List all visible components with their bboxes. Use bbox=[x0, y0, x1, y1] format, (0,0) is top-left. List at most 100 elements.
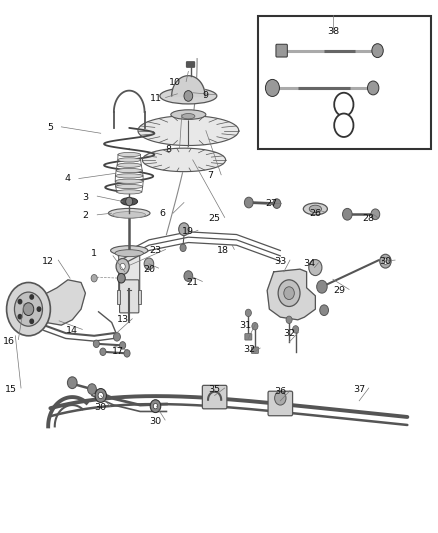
Circle shape bbox=[286, 316, 292, 324]
Circle shape bbox=[334, 93, 353, 116]
Circle shape bbox=[284, 287, 294, 300]
Ellipse shape bbox=[118, 158, 141, 162]
Text: 30: 30 bbox=[149, 417, 162, 425]
Circle shape bbox=[309, 260, 322, 276]
FancyBboxPatch shape bbox=[202, 385, 227, 409]
Text: 28: 28 bbox=[362, 214, 374, 223]
Polygon shape bbox=[267, 269, 315, 320]
Circle shape bbox=[126, 197, 133, 206]
Circle shape bbox=[179, 223, 189, 236]
Ellipse shape bbox=[303, 203, 328, 215]
Circle shape bbox=[252, 322, 258, 330]
Bar bbox=[117, 290, 120, 304]
Text: 9: 9 bbox=[203, 92, 209, 100]
Circle shape bbox=[343, 208, 352, 220]
Text: 32: 32 bbox=[283, 329, 295, 337]
Ellipse shape bbox=[160, 88, 217, 104]
Circle shape bbox=[273, 199, 281, 208]
Circle shape bbox=[317, 280, 327, 293]
Text: 16: 16 bbox=[3, 337, 15, 345]
Text: 35: 35 bbox=[208, 385, 221, 393]
Ellipse shape bbox=[113, 212, 145, 218]
Text: 37: 37 bbox=[353, 385, 365, 393]
Text: 1: 1 bbox=[91, 249, 97, 257]
Text: 3: 3 bbox=[82, 193, 88, 201]
Ellipse shape bbox=[116, 168, 142, 173]
Circle shape bbox=[153, 403, 158, 409]
FancyBboxPatch shape bbox=[187, 62, 194, 67]
Circle shape bbox=[120, 263, 125, 270]
Text: 19: 19 bbox=[182, 228, 194, 236]
Circle shape bbox=[334, 114, 353, 137]
Text: 38: 38 bbox=[327, 28, 339, 36]
Bar bbox=[258, 16, 431, 149]
Text: 32: 32 bbox=[244, 345, 256, 353]
Text: 26: 26 bbox=[309, 209, 321, 217]
Ellipse shape bbox=[171, 110, 206, 119]
Polygon shape bbox=[142, 148, 226, 172]
Text: 27: 27 bbox=[265, 199, 278, 208]
Circle shape bbox=[23, 303, 34, 316]
Circle shape bbox=[184, 91, 193, 101]
Circle shape bbox=[275, 391, 286, 405]
Circle shape bbox=[244, 197, 253, 208]
FancyBboxPatch shape bbox=[245, 334, 252, 340]
Circle shape bbox=[93, 340, 99, 348]
Ellipse shape bbox=[108, 208, 150, 218]
FancyBboxPatch shape bbox=[268, 391, 293, 416]
Circle shape bbox=[113, 333, 120, 341]
Circle shape bbox=[14, 292, 42, 326]
Circle shape bbox=[91, 274, 97, 282]
Text: 13: 13 bbox=[117, 316, 129, 324]
Text: 23: 23 bbox=[149, 246, 162, 255]
Ellipse shape bbox=[116, 184, 143, 189]
Circle shape bbox=[245, 309, 251, 317]
Ellipse shape bbox=[121, 198, 138, 205]
Ellipse shape bbox=[110, 246, 148, 255]
FancyBboxPatch shape bbox=[119, 249, 140, 292]
Circle shape bbox=[367, 81, 379, 95]
FancyBboxPatch shape bbox=[251, 347, 258, 353]
Circle shape bbox=[67, 377, 77, 389]
Polygon shape bbox=[33, 280, 85, 325]
Circle shape bbox=[265, 79, 279, 96]
Circle shape bbox=[117, 273, 125, 283]
Text: 2: 2 bbox=[82, 212, 88, 220]
Text: 8: 8 bbox=[166, 145, 172, 154]
Circle shape bbox=[184, 271, 193, 281]
Polygon shape bbox=[138, 116, 239, 146]
Circle shape bbox=[144, 258, 154, 270]
Text: 21: 21 bbox=[187, 278, 199, 287]
Ellipse shape bbox=[117, 163, 141, 167]
Text: 10: 10 bbox=[169, 78, 181, 87]
Text: 33: 33 bbox=[274, 257, 286, 265]
Ellipse shape bbox=[115, 249, 143, 257]
Circle shape bbox=[30, 295, 33, 299]
Text: 11: 11 bbox=[149, 94, 162, 103]
Text: 4: 4 bbox=[65, 174, 71, 183]
Ellipse shape bbox=[117, 190, 142, 194]
Circle shape bbox=[95, 389, 106, 402]
Text: 34: 34 bbox=[303, 260, 315, 268]
Text: 36: 36 bbox=[274, 387, 286, 396]
Circle shape bbox=[88, 384, 96, 394]
Circle shape bbox=[150, 400, 161, 413]
Text: 15: 15 bbox=[5, 385, 17, 393]
Text: 30: 30 bbox=[379, 257, 392, 265]
Text: 12: 12 bbox=[42, 257, 54, 265]
Text: 7: 7 bbox=[207, 172, 213, 180]
Circle shape bbox=[180, 244, 186, 252]
Circle shape bbox=[30, 319, 33, 324]
Text: 29: 29 bbox=[333, 286, 346, 295]
Text: 14: 14 bbox=[66, 326, 78, 335]
Circle shape bbox=[18, 314, 22, 319]
Circle shape bbox=[116, 259, 129, 274]
Circle shape bbox=[380, 254, 391, 268]
Circle shape bbox=[278, 280, 300, 306]
Circle shape bbox=[37, 307, 41, 311]
Circle shape bbox=[100, 348, 106, 356]
Circle shape bbox=[320, 305, 328, 316]
Circle shape bbox=[124, 350, 130, 357]
Circle shape bbox=[383, 258, 388, 264]
Ellipse shape bbox=[115, 174, 143, 178]
